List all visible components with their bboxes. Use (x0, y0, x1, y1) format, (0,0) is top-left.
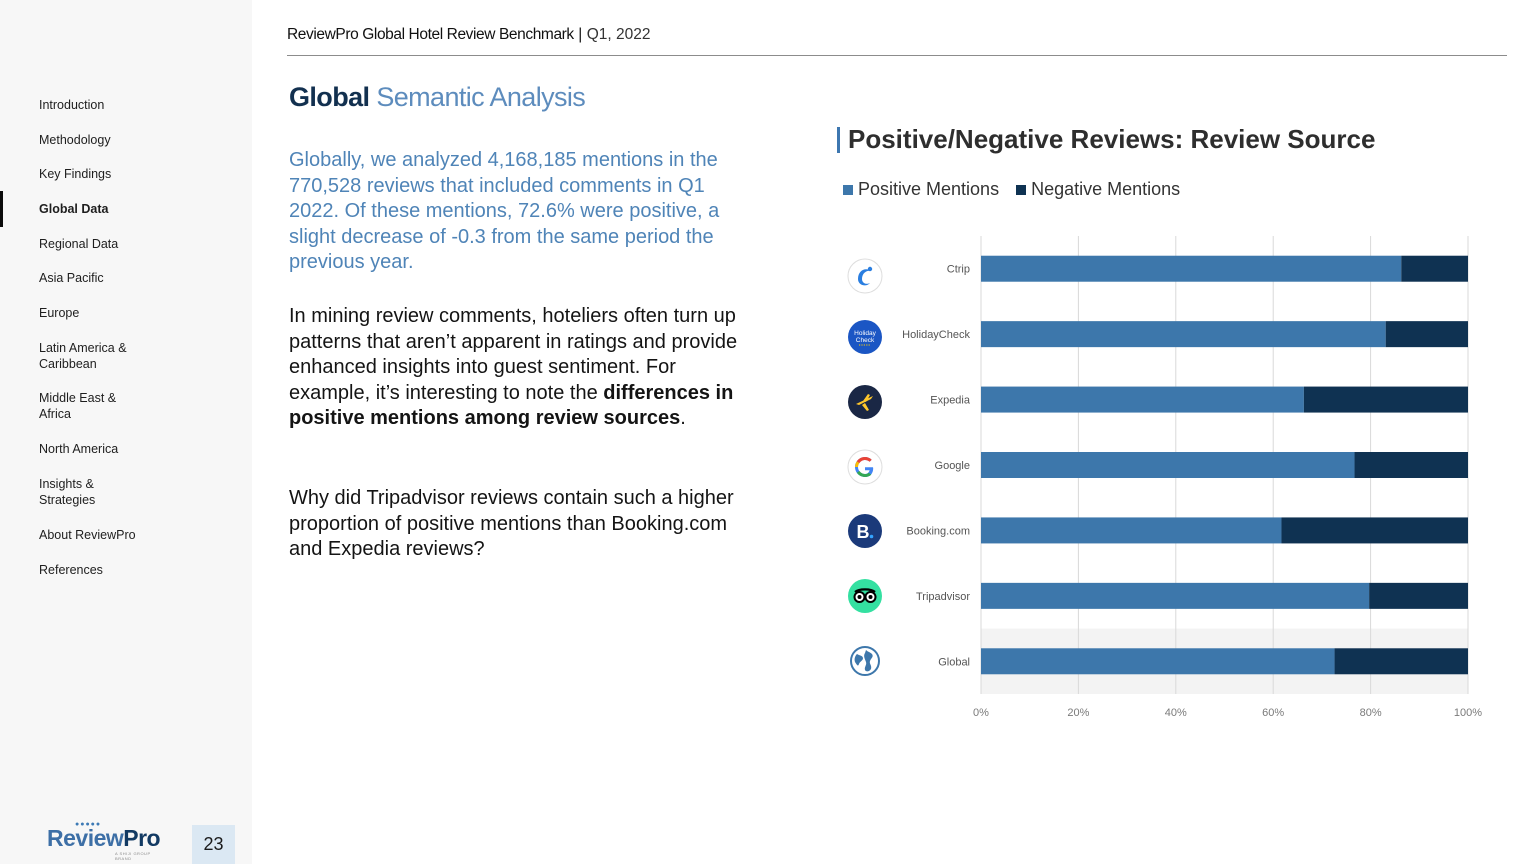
y-category-label: Google (935, 460, 970, 472)
stacked-bar-chart: 0% 20% 40% 60% 80% 100% Ctrip HolidayCheck Exped… (902, 236, 1482, 719)
bar-positive-ctrip (981, 255, 1402, 282)
bar-positive-holidaycheck (981, 321, 1386, 348)
sidebar: Introduction Methodology Key Findings Gl… (0, 0, 252, 864)
sidebar-item-global-data[interactable]: Global Data (0, 191, 108, 227)
bar-negative-booking-com (1281, 517, 1468, 544)
sidebar-item-references[interactable]: References (39, 563, 103, 577)
expedia-icon (848, 385, 882, 419)
bar-negative-holidaycheck (1385, 321, 1468, 348)
page-header: ReviewPro Global Hotel Review Benchmark … (287, 26, 1507, 56)
bar-negative-google (1354, 452, 1468, 478)
sidebar-item-regional-data[interactable]: Regional Data (39, 237, 119, 251)
y-category-label: Expedia (930, 395, 971, 407)
reviewpro-logo[interactable]: ●●●●● ReviewPro A SHIJI GROUP BRAND (47, 821, 167, 861)
sidebar-item-latin-america[interactable]: Latin America & Caribbean (39, 341, 127, 371)
y-category-label: HolidayCheck (902, 329, 970, 341)
bar-negative-expedia (1303, 386, 1468, 413)
intro-paragraph: Globally, we analyzed 4,168,185 mentions… (289, 149, 720, 273)
header-separator: | (578, 26, 583, 43)
page-number: 23 (192, 825, 235, 864)
insight-text-end: . (680, 407, 686, 429)
insight-paragraph: In mining review comments, hoteliers oft… (289, 304, 744, 432)
chart-title: Positive/Negative Reviews: Review Source (837, 124, 1375, 154)
sidebar-item-about-reviewpro[interactable]: About ReviewPro (39, 528, 136, 542)
bar-positive-tripadvisor (981, 582, 1370, 609)
ctrip-icon (847, 258, 883, 294)
tripadvisor-icon (848, 579, 882, 613)
legend-swatch-negative (1016, 184, 1027, 195)
page-title: Global Semantic Analysis (289, 81, 586, 113)
x-tick-label: 80% (1360, 707, 1382, 719)
booking-icon-letter: B (857, 522, 870, 542)
holidaycheck-icon-line1: Holiday (854, 330, 876, 337)
logo-tagline: A SHIJI GROUP BRAND (115, 851, 151, 861)
logo-text-review: Review (47, 825, 124, 851)
page-title-light: Semantic Analysis (376, 82, 586, 112)
y-category-label: Ctrip (947, 264, 970, 276)
bar-positive-expedia (981, 386, 1304, 413)
y-category-label: Booking.com (906, 525, 970, 537)
x-tick-label: 20% (1067, 707, 1089, 719)
insight-text-bold: differences in positive mentions among r… (289, 381, 734, 430)
sidebar-item-key-findings[interactable]: Key Findings (39, 167, 112, 181)
sidebar-item-north-america[interactable]: North America (39, 442, 119, 456)
logo-text-pro: Pro (123, 825, 161, 851)
sidebar-item-middle-east-africa[interactable]: Middle East & Africa (39, 391, 117, 421)
bar-positive-booking-com (981, 517, 1282, 544)
sidebar-item-insights-strategies[interactable]: Insights & Strategies (39, 477, 96, 507)
bar-positive-google (981, 452, 1355, 478)
x-tick-label: 0% (973, 707, 989, 719)
legend-positive: Positive Mentions (843, 179, 999, 200)
bar-negative-ctrip (1401, 255, 1468, 282)
legend-label-negative: Negative Mentions (1031, 179, 1181, 199)
bar-positive-global (981, 648, 1335, 675)
google-icon (847, 449, 883, 485)
x-tick-label: 40% (1165, 707, 1187, 719)
bar-negative-global (1334, 648, 1468, 675)
y-category-label: Tripadvisor (916, 591, 970, 603)
header-title: ReviewPro Global Hotel Review Benchmark (287, 26, 574, 43)
globe-icon (850, 646, 880, 676)
header-date: Q1, 2022 (586, 26, 651, 43)
legend-swatch-positive (843, 184, 853, 195)
page-title-bold: Global (289, 82, 370, 112)
question-paragraph: Why did Tripadvisor reviews contain such… (289, 487, 734, 560)
holidaycheck-icon-line2: Check (856, 337, 875, 344)
insight-text-start: In mining review comments, hoteliers oft… (289, 305, 738, 404)
legend-negative: Negative Mentions (1016, 179, 1180, 200)
legend-label-positive: Positive Mentions (858, 179, 1000, 199)
chart-legend: Positive Mentions Negative Mentions (843, 179, 1197, 200)
x-tick-label: 100% (1454, 707, 1482, 719)
sidebar-item-europe[interactable]: Europe (39, 306, 80, 320)
x-tick-label: 60% (1262, 707, 1284, 719)
bar-negative-tripadvisor (1369, 582, 1468, 609)
logo-dots-icon: ●●●●● (75, 821, 102, 828)
sidebar-item-introduction[interactable]: Introduction (39, 98, 105, 112)
booking-icon: B (848, 514, 882, 548)
holidaycheck-icon: Holiday Check (848, 320, 882, 354)
y-category-label: Global (938, 656, 970, 668)
sidebar-item-methodology[interactable]: Methodology (39, 133, 111, 147)
sidebar-item-asia-pacific[interactable]: Asia Pacific (39, 271, 104, 285)
